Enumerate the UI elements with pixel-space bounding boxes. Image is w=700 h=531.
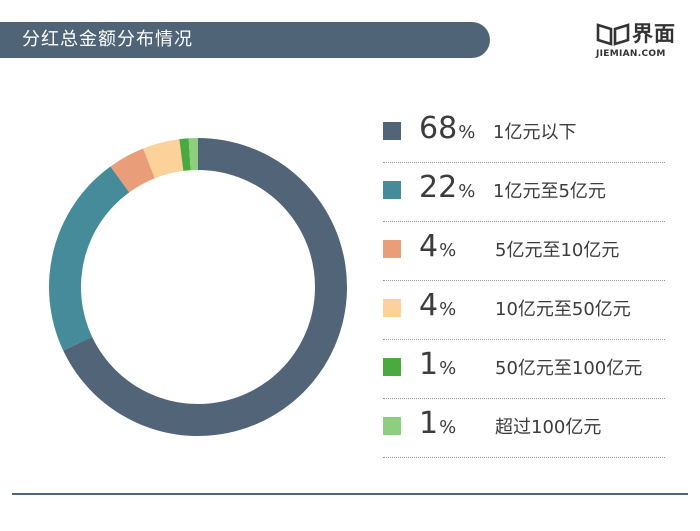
- donut-slice: [188, 138, 198, 171]
- donut-slice: [143, 139, 184, 179]
- legend-percent-value: 1: [419, 406, 439, 441]
- donut-slice: [110, 148, 155, 193]
- legend-percent: 1%: [419, 406, 456, 446]
- legend-percent-sign: %: [458, 181, 476, 202]
- logo-wordmark: 界面: [632, 22, 676, 46]
- legend-label: 1亿元至5亿元: [493, 181, 606, 202]
- legend-percent: 4%: [419, 229, 456, 269]
- legend-percent: 4%: [419, 288, 456, 328]
- legend-percent-sign: %: [439, 299, 457, 320]
- title-bar: 分红总金额分布情况: [0, 22, 490, 58]
- legend-swatch: [383, 240, 401, 258]
- legend-swatch: [383, 299, 401, 317]
- legend-swatch: [383, 181, 401, 199]
- legend-percent-value: 22: [419, 170, 458, 205]
- legend-label: 1亿元以下: [493, 122, 577, 143]
- logo-url: JIEMIAN.COM: [596, 49, 666, 59]
- brand-logo: 界面 JIEMIAN.COM: [596, 20, 686, 62]
- legend-item: 1% 50亿元至100亿元: [383, 340, 665, 399]
- legend-item: 4% 5亿元至10亿元: [383, 222, 665, 281]
- legend-percent-sign: %: [458, 122, 476, 143]
- bottom-divider: [12, 493, 688, 495]
- legend-percent: 1%: [419, 347, 456, 387]
- legend-percent-value: 4: [419, 229, 439, 264]
- legend-swatch: [383, 417, 401, 435]
- legend-item: 1% 超过100亿元: [383, 399, 665, 458]
- legend-percent: 68%: [419, 111, 475, 151]
- legend-percent-sign: %: [439, 358, 457, 379]
- legend-item: 68% 1亿元以下: [383, 104, 665, 163]
- legend-label: 5亿元至10亿元: [495, 240, 620, 261]
- donut-slice: [179, 138, 191, 171]
- legend-label: 10亿元至50亿元: [495, 299, 631, 320]
- jiemian-logo-icon: [596, 23, 630, 46]
- legend-swatch: [383, 358, 401, 376]
- chart-legend: 68% 1亿元以下 22% 1亿元至5亿元 4% 5亿元至10亿元 4% 10亿元至50亿元 1…: [383, 104, 665, 458]
- legend-item: 4% 10亿元至50亿元: [383, 281, 665, 340]
- legend-percent-sign: %: [439, 417, 457, 438]
- legend-percent-sign: %: [439, 240, 457, 261]
- legend-label: 50亿元至100亿元: [495, 358, 643, 379]
- legend-percent-value: 1: [419, 347, 439, 382]
- page-title: 分红总金额分布情况: [22, 29, 193, 50]
- legend-percent-value: 68: [419, 111, 458, 146]
- legend-percent: 22%: [419, 170, 475, 210]
- legend-item: 22% 1亿元至5亿元: [383, 163, 665, 222]
- legend-label: 超过100亿元: [495, 417, 602, 438]
- legend-percent-value: 4: [419, 288, 439, 323]
- legend-swatch: [383, 122, 401, 140]
- donut-slice: [49, 166, 130, 351]
